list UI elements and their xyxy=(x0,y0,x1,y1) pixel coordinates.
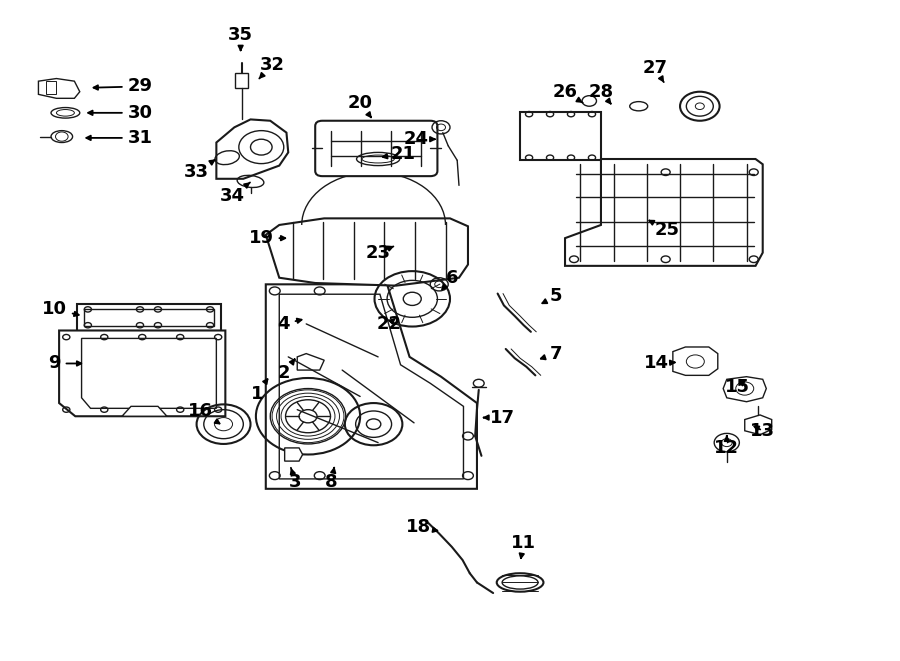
Text: 4: 4 xyxy=(277,315,302,333)
Polygon shape xyxy=(520,112,601,161)
Text: 9: 9 xyxy=(49,354,81,373)
Polygon shape xyxy=(46,81,57,95)
Text: 30: 30 xyxy=(88,104,152,122)
Text: 23: 23 xyxy=(365,244,393,262)
FancyBboxPatch shape xyxy=(235,73,248,88)
Text: 15: 15 xyxy=(725,377,750,395)
Text: 7: 7 xyxy=(541,344,562,363)
Text: 14: 14 xyxy=(644,354,675,373)
FancyBboxPatch shape xyxy=(315,121,437,176)
Text: 11: 11 xyxy=(511,534,536,559)
Text: 24: 24 xyxy=(403,130,435,148)
Text: 12: 12 xyxy=(715,436,739,457)
Text: 33: 33 xyxy=(184,160,214,181)
Text: 35: 35 xyxy=(228,26,253,50)
Polygon shape xyxy=(85,309,213,326)
Text: 2: 2 xyxy=(277,359,294,382)
Text: 32: 32 xyxy=(259,56,284,79)
Polygon shape xyxy=(565,159,762,266)
Text: 19: 19 xyxy=(248,229,285,247)
Polygon shape xyxy=(284,448,302,461)
Text: 29: 29 xyxy=(94,77,152,95)
Text: 22: 22 xyxy=(376,315,401,333)
Text: 13: 13 xyxy=(751,422,775,440)
Polygon shape xyxy=(744,415,771,435)
Text: 28: 28 xyxy=(589,83,614,104)
Polygon shape xyxy=(279,294,464,479)
Polygon shape xyxy=(673,347,718,375)
Text: 17: 17 xyxy=(483,408,515,426)
Text: 1: 1 xyxy=(250,379,267,403)
Polygon shape xyxy=(59,330,225,416)
Text: 26: 26 xyxy=(553,83,582,102)
Text: 25: 25 xyxy=(649,221,680,239)
Polygon shape xyxy=(122,407,166,416)
Text: 34: 34 xyxy=(220,182,250,205)
Text: 27: 27 xyxy=(643,59,668,82)
Polygon shape xyxy=(724,377,766,402)
Text: 3: 3 xyxy=(289,468,302,491)
Text: 21: 21 xyxy=(382,145,416,163)
Text: 10: 10 xyxy=(42,300,78,319)
Text: 16: 16 xyxy=(188,402,220,424)
Polygon shape xyxy=(297,354,324,370)
Polygon shape xyxy=(266,284,477,488)
Polygon shape xyxy=(39,79,80,98)
Text: 6: 6 xyxy=(442,269,458,290)
Polygon shape xyxy=(266,218,468,286)
Text: 8: 8 xyxy=(325,467,338,491)
Text: 18: 18 xyxy=(406,518,437,536)
Polygon shape xyxy=(216,120,288,178)
Text: 5: 5 xyxy=(543,287,562,305)
Text: 20: 20 xyxy=(347,94,373,117)
Polygon shape xyxy=(82,338,216,408)
Text: 31: 31 xyxy=(86,129,152,147)
Polygon shape xyxy=(77,304,220,330)
